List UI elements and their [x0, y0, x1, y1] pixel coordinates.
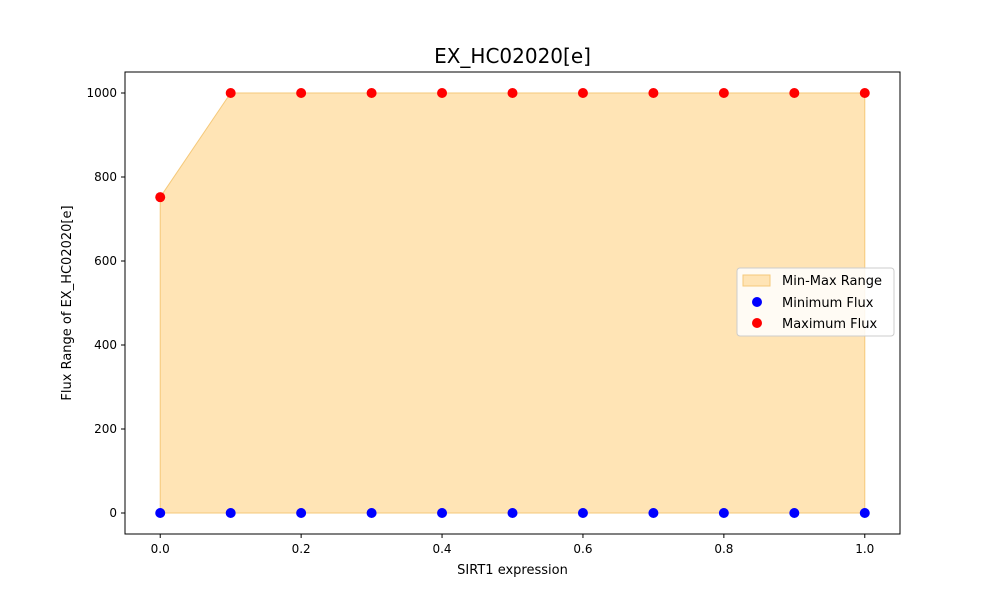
legend-marker-min: [752, 297, 762, 307]
y-tick-label: 200: [94, 422, 117, 436]
min-flux-point: [648, 508, 659, 518]
min-flux-point: [155, 508, 166, 518]
max-flux-point: [507, 88, 518, 98]
max-flux-point: [225, 88, 236, 98]
y-axis-label: Flux Range of EX_HC02020[e]: [60, 205, 75, 400]
max-flux-point: [155, 192, 166, 203]
axes-frame: [124, 71, 901, 535]
min-flux-point: [718, 508, 729, 518]
min-flux-point: [859, 508, 870, 518]
legend-label-range: Min-Max Range: [782, 274, 882, 289]
y-tick-label: 1000: [86, 86, 117, 100]
axes: 0.0 0.2 0.4 0.6 0.8 1.0 0 200 400 600 800 1000: [86, 71, 901, 556]
legend-marker-max: [752, 318, 762, 328]
max-flux-point: [789, 88, 800, 98]
min-flux-point: [789, 508, 800, 518]
y-tick-label: 800: [94, 170, 117, 184]
x-tick-label: 0.8: [714, 542, 733, 556]
min-flux-point: [296, 508, 307, 518]
min-flux-point: [225, 508, 236, 518]
legend-label-max: Maximum Flux: [782, 317, 878, 332]
x-tick-label: 1.0: [855, 542, 874, 556]
min-flux-point: [507, 508, 518, 518]
max-flux-point: [296, 88, 307, 98]
legend: Min-Max Range Minimum Flux Maximum Flux: [736, 267, 895, 337]
x-tick-label: 0.0: [151, 542, 170, 556]
x-axis-label: SIRT1 expression: [457, 563, 568, 578]
max-flux-point: [859, 88, 870, 98]
legend-swatch-range: [742, 274, 771, 287]
chart-title: EX_HC02020[e]: [434, 44, 591, 68]
y-tick-label: 400: [94, 338, 117, 352]
y-tick-label: 0: [109, 506, 117, 520]
max-flux-point: [366, 88, 377, 98]
legend-label-min: Minimum Flux: [782, 296, 874, 311]
max-flux-point: [718, 88, 729, 98]
legend-box: [736, 267, 895, 337]
x-tick-label: 0.4: [432, 542, 451, 556]
plot-area: [155, 88, 870, 518]
y-tick-label: 600: [94, 254, 117, 268]
x-tick-label: 0.2: [292, 542, 311, 556]
max-flux-point: [648, 88, 659, 98]
min-flux-point: [437, 508, 448, 518]
min-flux-point: [366, 508, 377, 518]
x-tick-label: 0.6: [573, 542, 592, 556]
min-flux-point: [577, 508, 588, 518]
max-flux-point: [437, 88, 448, 98]
max-flux-point: [577, 88, 588, 98]
